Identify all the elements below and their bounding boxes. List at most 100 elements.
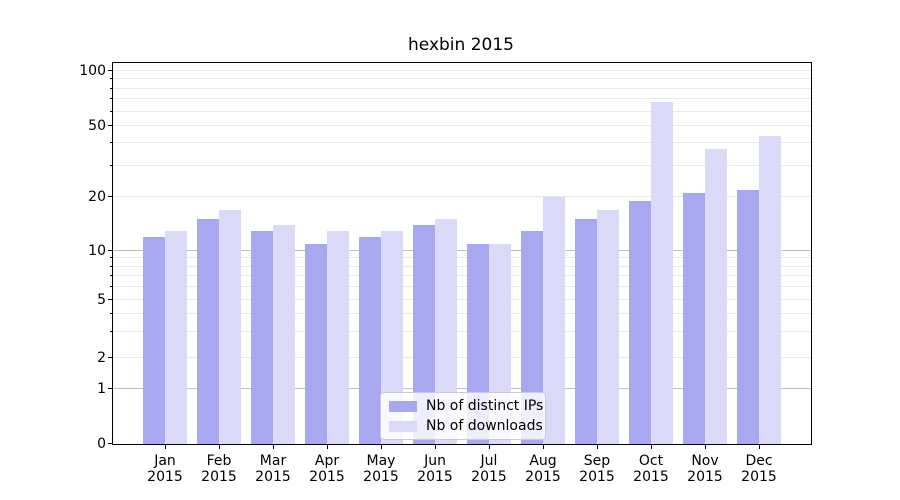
y-tick-label: 20	[88, 188, 106, 205]
y-tick-label: 50	[88, 117, 106, 134]
x-tick	[543, 445, 544, 449]
legend-swatch-downloads	[389, 420, 417, 432]
gridline	[113, 299, 811, 300]
gridline	[113, 87, 811, 89]
gridline	[113, 275, 811, 277]
y-minor-tick	[110, 275, 112, 277]
x-tick-label: Mar 2015	[255, 453, 291, 485]
y-minor-tick	[110, 331, 112, 333]
gridline-major	[113, 250, 811, 251]
y-tick	[108, 299, 112, 300]
x-tick-label: Jul 2015	[471, 453, 507, 485]
y-minor-tick	[110, 78, 112, 80]
gridline	[113, 98, 811, 100]
legend-label: Nb of downloads	[426, 418, 543, 434]
gridline	[113, 331, 811, 333]
legend-label: Nb of distinct IPs	[426, 398, 544, 414]
bar-ips-oct	[629, 201, 651, 444]
x-tick	[435, 445, 436, 449]
bar-downloads-sep	[597, 209, 619, 444]
gridline	[113, 142, 811, 144]
y-tick	[108, 443, 112, 444]
gridline	[113, 125, 811, 126]
x-tick	[165, 445, 166, 449]
y-tick	[108, 250, 112, 251]
y-tick-label: 2	[97, 349, 106, 366]
y-tick	[108, 388, 112, 389]
x-tick-label: Nov 2015	[687, 453, 723, 485]
gridline	[113, 110, 811, 112]
bar-ips-jun	[413, 224, 435, 444]
legend-item: Nb of distinct IPs	[389, 398, 543, 414]
x-tick	[381, 445, 382, 449]
y-minor-tick	[110, 164, 112, 166]
y-tick-label: 100	[79, 62, 106, 79]
y-minor-tick	[110, 87, 112, 89]
x-tick	[273, 445, 274, 449]
gridline	[113, 78, 811, 80]
bar-ips-may	[359, 236, 381, 444]
bar-downloads-mar	[273, 224, 295, 444]
bar-ips-apr	[305, 243, 327, 444]
x-tick-label: Dec 2015	[741, 453, 777, 485]
gridline	[113, 313, 811, 315]
bar-downloads-aug	[543, 197, 565, 444]
chart-title: hexbin 2015	[408, 35, 514, 55]
x-tick	[489, 445, 490, 449]
bar-ips-nov	[683, 193, 705, 444]
gridline	[113, 196, 811, 197]
bar-ips-jan	[143, 236, 165, 444]
bar-downloads-oct	[651, 101, 673, 444]
bar-downloads-feb	[219, 209, 241, 444]
y-minor-tick	[110, 110, 112, 112]
x-tick-label: Jan 2015	[147, 453, 183, 485]
bar-downloads-dec	[759, 135, 781, 444]
bar-downloads-jun	[435, 219, 457, 444]
bar-downloads-nov	[705, 149, 727, 444]
x-tick-label: Aug 2015	[525, 453, 561, 485]
y-minor-tick	[110, 286, 112, 288]
x-tick	[327, 445, 328, 449]
x-tick-label: Sep 2015	[579, 453, 615, 485]
gridline	[113, 357, 811, 358]
y-tick	[108, 357, 112, 358]
x-tick	[651, 445, 652, 449]
y-tick-label: 5	[97, 291, 106, 308]
legend: Nb of distinct IPs Nb of downloads	[380, 392, 546, 440]
y-minor-tick	[110, 257, 112, 259]
bar-ips-feb	[197, 219, 219, 444]
y-tick	[108, 196, 112, 197]
bar-downloads-may	[381, 230, 403, 444]
y-tick-label: 10	[88, 242, 106, 259]
x-tick	[759, 445, 760, 449]
bar-downloads-apr	[327, 230, 349, 444]
x-tick-label: Oct 2015	[633, 453, 669, 485]
x-tick-label: Apr 2015	[309, 453, 345, 485]
y-tick	[108, 70, 112, 71]
x-tick-label: Feb 2015	[201, 453, 237, 485]
bar-downloads-jan	[165, 230, 187, 444]
bar-ips-mar	[251, 230, 273, 444]
bar-ips-dec	[737, 189, 759, 444]
legend-swatch-distinct-ips	[389, 400, 417, 412]
y-minor-tick	[110, 313, 112, 315]
x-tick	[219, 445, 220, 449]
y-tick	[108, 125, 112, 126]
gridline	[113, 164, 811, 166]
bar-ips-aug	[521, 230, 543, 444]
x-tick	[705, 445, 706, 449]
gridline-major	[113, 388, 811, 389]
y-tick-label: 1	[97, 380, 106, 397]
gridline	[113, 70, 811, 71]
y-tick-label: 0	[97, 435, 106, 452]
x-tick-label: May 2015	[363, 453, 399, 485]
legend-item: Nb of downloads	[389, 418, 543, 434]
y-minor-tick	[110, 142, 112, 144]
y-minor-tick	[110, 265, 112, 267]
plot-area: Jan 2015 Feb 2015 Mar 2015 Apr 2015 May 2015 Jun 20…	[79, 62, 812, 485]
gridline	[113, 286, 811, 288]
x-tick	[597, 445, 598, 449]
y-minor-tick	[110, 98, 112, 100]
bar-ips-sep	[575, 219, 597, 444]
